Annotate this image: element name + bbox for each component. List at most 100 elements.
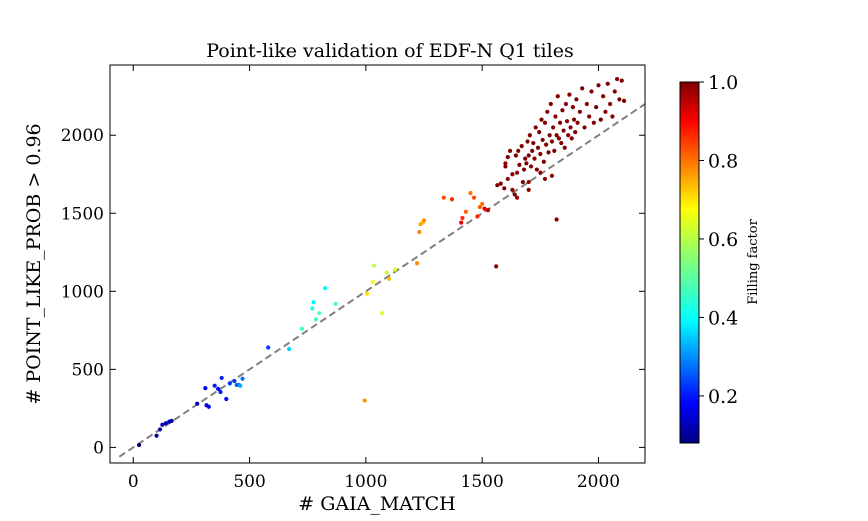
data-point <box>362 398 367 403</box>
data-point <box>513 153 519 158</box>
data-point <box>494 264 499 269</box>
y-axis-label: # POINT_LIKE_PROB > 0.96 <box>23 123 45 404</box>
data-point <box>621 98 627 103</box>
data-point <box>333 301 338 306</box>
colorbar-tick-label: 0.2 <box>708 386 738 408</box>
data-point <box>549 139 555 144</box>
data-point <box>517 162 522 167</box>
data-point <box>534 167 539 172</box>
data-point <box>545 109 550 114</box>
data-point <box>136 442 142 448</box>
data-point <box>160 422 165 427</box>
data-point <box>542 176 548 182</box>
data-point <box>514 170 520 175</box>
data-point <box>502 186 507 191</box>
data-point <box>364 291 370 296</box>
data-point <box>614 76 620 82</box>
data-point <box>475 214 480 219</box>
y-tick-label: 500 <box>72 360 104 380</box>
data-point <box>547 133 552 138</box>
data-point <box>311 300 316 305</box>
data-point <box>495 183 500 188</box>
data-point <box>546 150 551 155</box>
colorbar-ticks: 0.2 0.4 0.6 0.8 1.0 <box>699 72 738 408</box>
data-point <box>569 136 574 141</box>
y-tick-label: 0 <box>93 438 104 458</box>
data-point <box>384 270 389 275</box>
data-point <box>387 276 392 281</box>
x-tick-label: 2000 <box>577 472 620 492</box>
data-point <box>157 427 163 432</box>
data-point <box>582 125 587 130</box>
data-point <box>568 125 573 130</box>
data-point <box>417 229 422 235</box>
data-point <box>559 140 564 146</box>
data-point <box>266 345 271 350</box>
data-point <box>562 145 567 150</box>
data-point <box>503 164 508 169</box>
data-point <box>551 125 556 130</box>
data-point <box>169 418 174 423</box>
data-point <box>520 179 525 185</box>
data-point <box>537 130 542 135</box>
data-point <box>587 114 592 119</box>
data-point <box>564 119 570 124</box>
x-tick-label: 500 <box>233 472 265 492</box>
data-point <box>610 114 615 119</box>
data-point <box>505 176 510 182</box>
data-point <box>449 197 455 202</box>
data-point <box>505 154 510 160</box>
colorbar-tick-label: 1.0 <box>708 72 738 94</box>
data-point <box>535 145 541 150</box>
data-point <box>317 311 322 316</box>
data-point <box>441 195 446 200</box>
data-point <box>299 326 305 331</box>
data-point <box>591 120 596 125</box>
data-point <box>521 167 527 172</box>
data-point <box>471 195 477 200</box>
plot-area: 0 500 1000 1500 2000 0 500 1000 1500 2000 <box>61 64 646 492</box>
data-point <box>560 108 565 113</box>
data-point <box>392 267 398 272</box>
data-point <box>507 148 513 153</box>
data-point <box>503 161 508 166</box>
data-point <box>238 383 243 388</box>
data-point <box>526 187 531 192</box>
data-point <box>567 92 572 97</box>
reference-line <box>118 103 646 458</box>
data-point <box>555 94 560 99</box>
data-point <box>310 306 315 311</box>
data-point <box>538 170 543 175</box>
data-point <box>528 164 534 169</box>
data-point <box>512 192 517 197</box>
data-points <box>136 76 627 448</box>
data-point <box>612 89 617 94</box>
data-point <box>580 86 585 91</box>
data-point <box>287 346 292 352</box>
data-point <box>577 109 582 114</box>
data-point <box>526 179 531 185</box>
data-point <box>514 195 520 200</box>
data-point <box>531 140 536 146</box>
data-point <box>525 139 530 144</box>
data-point <box>556 136 562 141</box>
data-point <box>498 181 503 186</box>
data-point <box>541 159 546 164</box>
data-point <box>561 128 566 133</box>
data-point <box>563 101 569 107</box>
data-point <box>619 78 624 83</box>
data-point <box>240 376 245 381</box>
data-point <box>206 404 211 409</box>
data-point <box>212 383 217 388</box>
colorbar-tick-label: 0.6 <box>708 229 738 251</box>
x-tick-label: 1000 <box>344 472 387 492</box>
plot-frame <box>109 64 646 464</box>
data-point <box>538 151 543 157</box>
data-point <box>573 130 578 135</box>
data-point <box>421 218 427 223</box>
data-point <box>570 105 575 110</box>
data-point <box>477 204 482 210</box>
data-point <box>584 101 589 107</box>
data-point <box>530 148 535 153</box>
x-axis-ticks: 0 500 1000 1500 2000 <box>128 65 620 492</box>
